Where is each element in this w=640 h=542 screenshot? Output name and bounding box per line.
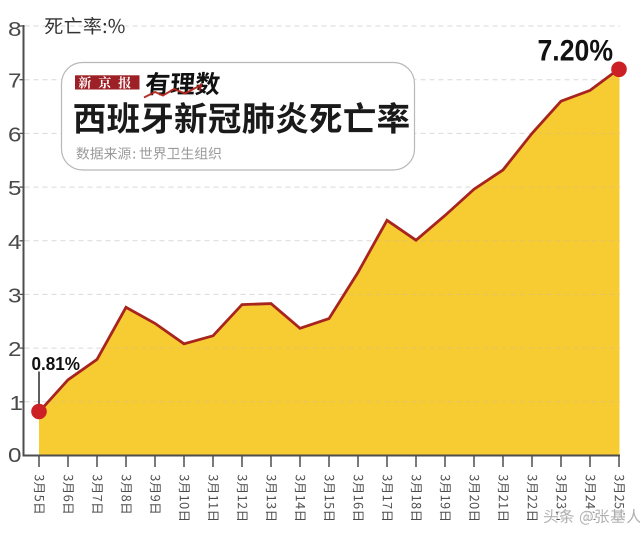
svg-text:7: 7 (8, 69, 21, 92)
svg-text:2: 2 (8, 338, 21, 361)
svg-text:5: 5 (8, 177, 21, 200)
svg-text:3: 3 (8, 284, 21, 307)
svg-text:6: 6 (8, 123, 21, 146)
svg-text:0.81%: 0.81% (32, 354, 81, 374)
svg-text:4: 4 (8, 231, 21, 254)
svg-text:1: 1 (10, 392, 23, 415)
svg-text:7.20%: 7.20% (538, 35, 614, 68)
svg-text:0: 0 (8, 444, 21, 467)
svg-text:8: 8 (8, 18, 21, 41)
